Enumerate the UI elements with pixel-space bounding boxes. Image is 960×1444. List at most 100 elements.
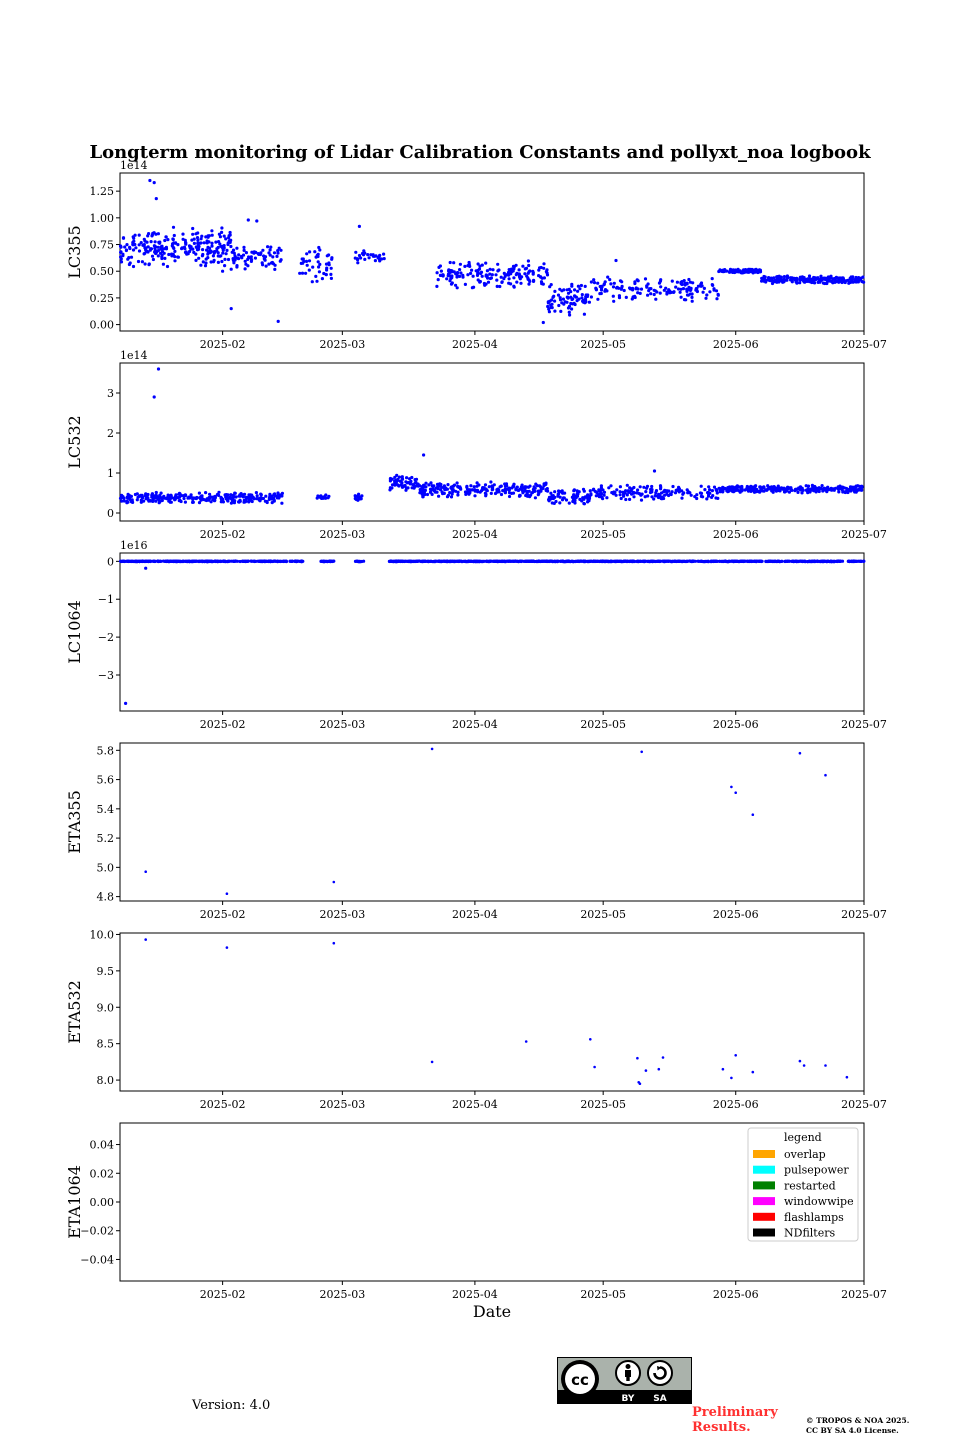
lc532-xtick-label: 2025-05 <box>580 528 626 541</box>
lc355-point <box>450 281 454 285</box>
lc532-point <box>398 479 402 483</box>
lc355-point <box>565 288 569 292</box>
lc532-xtick-label: 2025-06 <box>713 528 759 541</box>
lc355-point <box>496 262 500 266</box>
lc355-point <box>459 271 463 275</box>
lc355-point <box>486 280 491 284</box>
lc355-point <box>470 268 474 272</box>
lc355-point <box>531 279 536 283</box>
lc355-point <box>229 244 233 249</box>
lc532-point <box>670 490 674 494</box>
lc1064-point <box>786 559 790 563</box>
lc355-point <box>639 287 644 291</box>
legend-swatch-windowwipe <box>753 1197 775 1206</box>
lc532-point <box>158 496 162 500</box>
lc532-point <box>226 499 230 503</box>
lc355-point <box>611 285 616 289</box>
lc1064-point <box>122 559 126 564</box>
lc532-point <box>536 493 540 497</box>
lc532-point <box>528 495 532 499</box>
lc355-point <box>547 310 552 314</box>
lc532-point <box>623 491 627 495</box>
lc532-offset-label: 1e14 <box>120 349 148 362</box>
lc532-point <box>179 499 183 504</box>
lc532-point <box>397 475 401 479</box>
lc355-point <box>561 297 566 301</box>
lc355-point <box>488 267 492 271</box>
lc355-point <box>210 241 214 245</box>
eta532-point <box>751 1070 755 1074</box>
lc355-xtick-label: 2025-04 <box>452 338 498 351</box>
lc355-point <box>596 281 600 285</box>
lc355-point <box>314 255 318 259</box>
lc532-point <box>699 491 704 495</box>
lc1064-point <box>169 559 173 563</box>
lc355-point <box>685 289 689 293</box>
lc355-point <box>782 275 787 279</box>
lc355-point <box>256 252 260 256</box>
lc355-point <box>834 280 838 284</box>
lc1064-point <box>650 559 654 563</box>
lc532-point <box>576 492 580 496</box>
lc1064-point <box>823 559 827 563</box>
lc532-point <box>553 490 557 494</box>
lc355-point <box>550 306 554 310</box>
lc355-point <box>369 253 373 257</box>
lc1064-point <box>783 559 787 564</box>
lc1064-point <box>589 559 593 563</box>
lc1064-point <box>826 559 830 564</box>
eta532-point <box>636 1056 639 1060</box>
eta532-point <box>798 1059 802 1063</box>
lc355-point <box>862 280 866 284</box>
lc532-point <box>600 495 604 499</box>
lc532-point <box>319 495 323 499</box>
lc532-point <box>618 490 622 494</box>
lc532-point <box>412 486 416 490</box>
lc355-point <box>173 255 177 259</box>
lc532-point <box>514 487 518 491</box>
lc355-point <box>669 290 673 294</box>
lc355-point <box>172 233 176 238</box>
lc532-point <box>167 499 171 503</box>
lc355-point <box>163 238 167 243</box>
legend-swatch-pulsepower <box>753 1165 775 1174</box>
lc532-point <box>217 490 221 494</box>
lc532-point <box>766 484 770 488</box>
lc355-point <box>216 251 220 255</box>
lc532-point <box>445 487 449 491</box>
lc1064-point <box>511 559 515 564</box>
lc355-point <box>202 241 206 245</box>
lc532-point <box>586 500 590 504</box>
lc355-point <box>679 282 683 286</box>
lc532-point <box>442 486 446 490</box>
lc355-point <box>539 275 543 279</box>
lc355-point <box>560 301 564 305</box>
lc355-point <box>619 287 623 291</box>
lc355-point <box>237 253 241 257</box>
lc532-point <box>224 495 228 499</box>
lc355-point <box>158 240 162 244</box>
eta355-ylabel: ETA355 <box>65 790 84 854</box>
lc1064-point <box>567 559 571 563</box>
lc532-point <box>437 484 441 488</box>
lc1064-point <box>390 559 394 564</box>
lc532-ytick-label: 3 <box>107 387 114 400</box>
lc532-point <box>200 494 204 498</box>
lc355-point <box>821 281 826 285</box>
cc-text: cc <box>571 1371 589 1389</box>
lc355-point <box>214 240 218 244</box>
eta532-point <box>661 1056 665 1059</box>
eta532-ytick-label: 8.5 <box>97 1038 115 1051</box>
lc355-point <box>678 290 682 294</box>
lc355-point <box>147 262 151 266</box>
lc355-point <box>216 260 220 264</box>
preliminary-label: Preliminary Results. <box>692 1405 778 1435</box>
eta532-ytick-label: 10.0 <box>90 928 115 941</box>
lc532-point <box>191 497 195 501</box>
lc532-point <box>403 483 407 488</box>
lc1064-point <box>294 559 298 563</box>
lc532-point <box>277 494 281 498</box>
lc532-point <box>421 489 425 493</box>
lc532-point <box>187 495 191 499</box>
lc355-point <box>227 239 231 243</box>
